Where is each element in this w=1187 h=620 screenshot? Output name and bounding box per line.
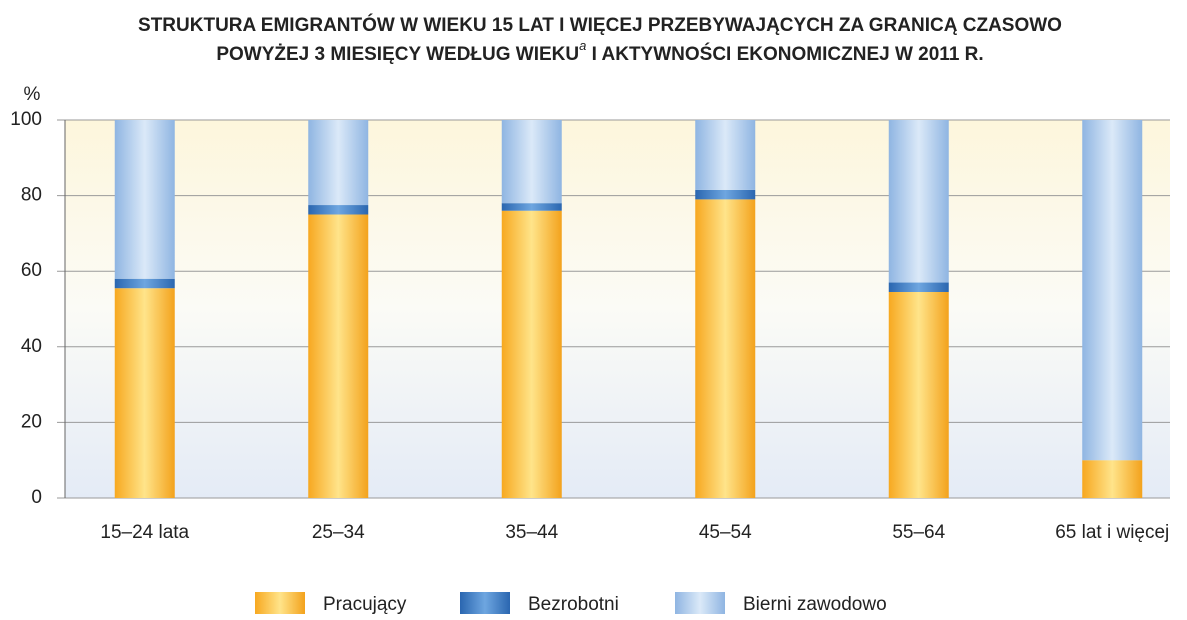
bar-segment	[888, 282, 949, 292]
x-tick-label: 65 lat i więcej	[1055, 522, 1169, 543]
bar-segment	[1082, 460, 1143, 498]
legend-label: Bierni zawodowo	[743, 594, 887, 615]
bar-segment	[888, 291, 949, 498]
bar-segment	[888, 120, 949, 283]
plot-background	[65, 120, 1170, 498]
bar-segment	[695, 189, 756, 200]
x-tick-label: 55–64	[892, 522, 945, 543]
x-tick-label: 35–44	[505, 522, 558, 543]
y-tick-label: 60	[21, 260, 42, 281]
title-superscript: a	[579, 38, 586, 53]
title-part: POWYŻEJ 3 MIESIĘCY WEDŁUG WIEKU	[216, 44, 579, 65]
chart-title: POWYŻEJ 3 MIESIĘCY WEDŁUG WIEKUa I AKTYW…	[216, 38, 983, 65]
bar-segment	[308, 120, 369, 206]
bar-segment	[308, 205, 369, 215]
y-tick-label: 20	[21, 411, 42, 432]
x-tick-label: 25–34	[312, 522, 365, 543]
y-tick-label: 100	[10, 109, 42, 130]
bar-segment	[114, 288, 175, 498]
bar-segment	[308, 214, 369, 498]
legend-swatch	[460, 592, 510, 614]
bar-segment	[695, 199, 756, 498]
legend-label: Bezrobotni	[528, 594, 619, 615]
bar-segment	[695, 120, 756, 190]
legend-swatch	[675, 592, 725, 614]
bar-segment	[114, 278, 175, 289]
bar-segment	[501, 120, 562, 204]
title-part: I AKTYWNOŚCI EKONOMICZNEJ W 2011 R.	[586, 43, 983, 65]
y-tick-label: 0	[31, 487, 42, 508]
bar-segment	[114, 120, 175, 279]
bar-segment	[501, 210, 562, 498]
bar-segment	[1082, 120, 1143, 461]
y-tick-label: 40	[21, 336, 42, 357]
bar-segment	[501, 203, 562, 211]
legend-label: Pracujący	[323, 594, 407, 615]
chart-title: STRUKTURA EMIGRANTÓW W WIEKU 15 LAT I WI…	[138, 14, 1062, 36]
y-axis-label: %	[24, 84, 41, 105]
x-tick-label: 45–54	[699, 522, 752, 543]
legend-swatch	[255, 592, 305, 614]
y-tick-label: 80	[21, 185, 42, 206]
x-tick-label: 15–24 lata	[100, 522, 189, 543]
